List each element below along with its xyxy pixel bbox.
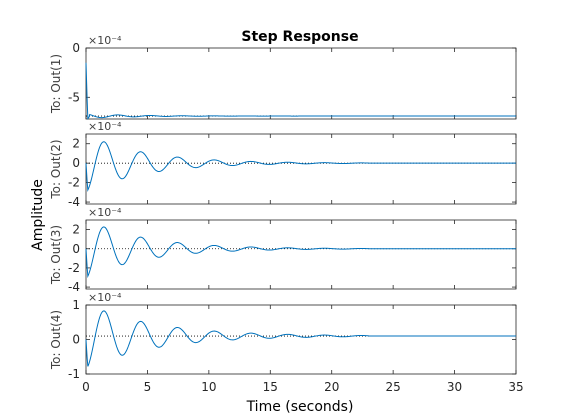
output-label: To: Out(1) [49,54,63,114]
y-axis-label: Amplitude [30,179,46,251]
chart-title: Step Response [241,29,358,45]
x-tick-label: 20 [324,380,339,394]
x-tick-label: 30 [447,380,462,394]
y-tick-label: -4 [68,280,80,294]
y-exponent-label: ×10⁻⁴ [88,291,122,304]
axes-box [85,133,517,205]
axes-box [85,47,517,120]
y-tick-label: 2 [72,137,80,151]
output-label: To: Out(2) [49,139,63,199]
x-axis-label: Time (seconds) [246,399,354,415]
x-tick-label: 0 [82,380,90,394]
y-tick-label: 1 [72,298,80,312]
axes-box [85,304,517,375]
y-tick-label: 0 [72,333,80,347]
y-exponent-label: ×10⁻⁴ [88,120,122,133]
subplots: 0-5×10⁻⁴To: Out(1)20-2-4×10⁻⁴To: Out(2)2… [49,34,524,394]
y-exponent-label: ×10⁻⁴ [88,34,122,47]
subplot-1: 0 -5 ×10⁻⁴ To: Out(1) [49,34,517,120]
x-tick-label: 35 [508,380,523,394]
axes-box [85,219,517,290]
y-tick-label: 0 [72,41,80,55]
x-tick-label: 10 [201,380,216,394]
subplot-2: 2 0 -2 -4 ×10⁻⁴ To: Out(2) [49,120,517,209]
x-tick-label: 15 [263,380,278,394]
y-exponent-label: ×10⁻⁴ [88,206,122,219]
y-tick-label: -5 [68,90,80,104]
y-tick-label: -4 [68,195,80,209]
response-line [85,226,516,279]
response-line [85,141,516,192]
response-line [85,62,516,120]
subplot-3: 2 0 -2 -4 ×10⁻⁴ To: Out(3) [49,206,517,294]
subplot-4: 10-10 5 10 15 20 25 30 35×10⁻⁴To: Out(4) [49,291,524,394]
y-tick-label: 2 [72,223,80,237]
y-tick-label: -2 [68,176,80,190]
y-tick-label: 0 [72,242,80,256]
output-label: To: Out(4) [49,310,63,370]
y-tick-label: 0 [72,156,80,170]
response-line [85,310,516,367]
x-tick-label: 25 [386,380,401,394]
y-tick-label: -2 [68,261,80,275]
y-tick-label: -1 [68,367,80,381]
x-tick-label: 5 [144,380,152,394]
output-label: To: Out(3) [49,225,63,285]
